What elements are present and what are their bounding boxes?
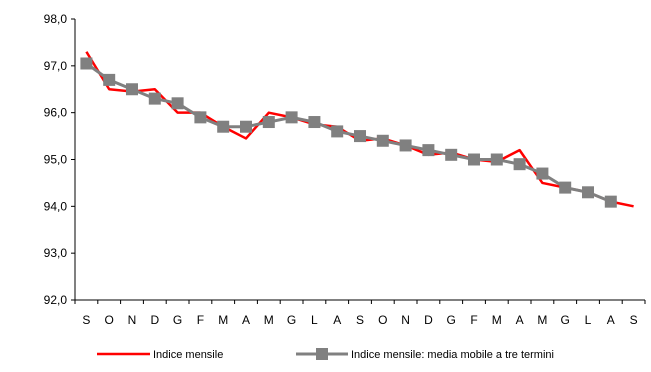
x-tick-label: G [173,313,182,327]
y-tick-label: 98,0 [44,12,68,26]
data-point-media-mobile [490,153,503,166]
data-point-media-mobile [468,153,480,166]
x-tick-label: L [585,313,592,327]
x-tick-label: G [287,313,296,327]
legend-label-indice-mensile: Indice mensile [153,349,223,361]
x-tick-label: N [401,313,410,327]
x-tick-label: S [630,313,638,327]
data-point-media-mobile [148,92,161,105]
data-point-media-mobile [376,134,389,147]
y-tick-label: 95,0 [44,153,68,167]
data-point-media-mobile [399,139,412,152]
x-tick-label: A [607,313,615,327]
x-tick-label: M [218,313,228,327]
data-point-media-mobile [308,116,321,129]
series-layer [80,51,634,208]
series-line-media-mobile [85,62,612,204]
y-axis: 92,0 93,0 94,0 95,0 96,0 97,0 98,0 [44,12,76,307]
data-point-media-mobile [103,73,116,86]
legend: Indice mensile Indice mensile: media mobi… [97,348,554,361]
data-point-media-mobile [126,83,138,96]
data-point-media-mobile [240,120,252,133]
x-tick-label: L [311,313,318,327]
data-point-media-mobile [217,120,230,133]
data-point-media-mobile [582,186,594,199]
legend-label-media-mobile: Indice mensile: media mobile a tre termi… [351,349,554,361]
data-point-media-mobile [422,144,435,157]
data-point-media-mobile [262,116,275,129]
y-tick-label: 92,0 [44,293,68,307]
legend-marker-media-mobile [316,348,328,360]
data-point-media-mobile [536,167,549,180]
x-tick-label: D [150,313,159,327]
y-tick-label: 96,0 [44,106,68,120]
y-tick-label: 93,0 [44,246,68,260]
x-tick-label: A [242,313,250,327]
data-point-media-mobile [604,195,617,208]
data-point-media-mobile [80,57,93,70]
data-point-media-mobile [285,111,298,124]
y-tick-label: 94,0 [44,199,68,213]
x-tick-label: O [105,313,114,327]
x-tick-label: M [492,313,502,327]
x-tick-label: F [470,313,477,327]
data-point-media-mobile [445,148,458,161]
x-tick-label: N [128,313,137,327]
data-point-media-mobile [559,181,572,194]
data-point-media-mobile [171,97,184,110]
x-tick-label: S [356,313,364,327]
data-point-media-mobile [354,130,366,143]
x-tick-label: G [447,313,456,327]
y-tick-label: 97,0 [44,59,68,73]
x-tick-label: A [516,313,524,327]
data-point-media-mobile [194,111,207,124]
x-tick-label: S [82,313,90,327]
x-tick-label: O [378,313,387,327]
x-tick-label: G [561,313,570,327]
x-tick-label: F [197,313,204,327]
data-point-media-mobile [331,125,344,138]
x-tick-label: D [424,313,433,327]
x-tick-label: M [537,313,547,327]
x-tick-label: A [333,313,341,327]
x-tick-label: M [264,313,274,327]
series-line-indice-mensile [85,51,634,208]
data-point-media-mobile [513,158,526,171]
